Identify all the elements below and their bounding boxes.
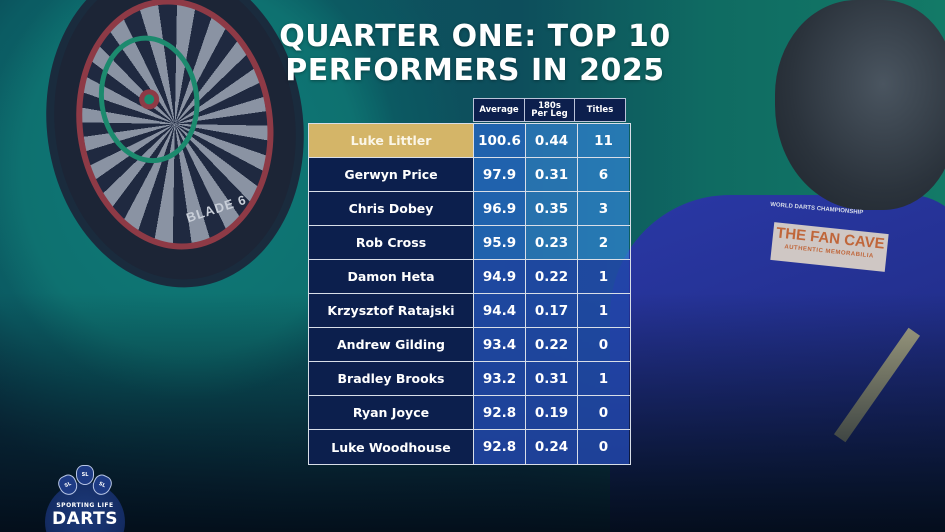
header-180s-line1: 180s	[538, 101, 561, 111]
180s-per-leg-value: 0.17	[526, 294, 578, 327]
titles-value: 11	[578, 124, 629, 157]
title-line-1: QUARTER ONE: TOP 10	[279, 19, 671, 54]
180s-per-leg-value: 0.22	[526, 260, 578, 293]
header-titles: Titles	[574, 98, 626, 122]
average-value: 94.9	[474, 260, 526, 293]
average-value: 100.6	[474, 124, 526, 157]
average-value: 97.9	[474, 158, 526, 191]
average-value: 93.4	[474, 328, 526, 361]
player-name: Luke Littler	[309, 124, 474, 157]
table-row: Ryan Joyce 92.8 0.19 0	[309, 396, 630, 430]
header-average: Average	[473, 98, 525, 122]
titles-value: 0	[578, 430, 629, 464]
table-row: Andrew Gilding 93.4 0.22 0	[309, 328, 630, 362]
header-180s-line2: Per Leg	[531, 109, 568, 119]
titles-value: 1	[578, 294, 629, 327]
average-value: 92.8	[474, 430, 526, 464]
player-name: Ryan Joyce	[309, 396, 474, 429]
180s-per-leg-value: 0.31	[526, 158, 578, 191]
table-row: Damon Heta 94.9 0.22 1	[309, 260, 630, 294]
sporting-life-darts-logo: SL SL SL SPORTING LIFE DARTS	[40, 462, 130, 532]
titles-value: 2	[578, 226, 629, 259]
table-row: Luke Littler 100.6 0.44 11	[309, 124, 630, 158]
titles-value: 1	[578, 362, 629, 395]
player-name: Damon Heta	[309, 260, 474, 293]
table-body: Luke Littler 100.6 0.44 11 Gerwyn Price …	[308, 123, 631, 465]
180s-per-leg-value: 0.35	[526, 192, 578, 225]
table-row: Luke Woodhouse 92.8 0.24 0	[309, 430, 630, 464]
player-name: Luke Woodhouse	[309, 430, 474, 464]
titles-value: 1	[578, 260, 629, 293]
titles-value: 6	[578, 158, 629, 191]
logo-subtitle: SPORTING LIFE	[56, 502, 114, 509]
table-row: Rob Cross 95.9 0.23 2	[309, 226, 630, 260]
titles-value: 0	[578, 328, 629, 361]
average-value: 93.2	[474, 362, 526, 395]
180s-per-leg-value: 0.23	[526, 226, 578, 259]
player-name: Bradley Brooks	[309, 362, 474, 395]
table-header: Average 180s Per Leg Titles	[473, 98, 626, 122]
180s-per-leg-value: 0.44	[526, 124, 578, 157]
player-name: Chris Dobey	[309, 192, 474, 225]
player-name: Krzysztof Ratajski	[309, 294, 474, 327]
logo-wordmark: DARTS	[52, 509, 118, 529]
average-value: 96.9	[474, 192, 526, 225]
dart-flight-icon: SL	[76, 465, 94, 485]
player-name: Rob Cross	[309, 226, 474, 259]
table-row: Gerwyn Price 97.9 0.31 6	[309, 158, 630, 192]
180s-per-leg-value: 0.24	[526, 430, 578, 464]
180s-per-leg-value: 0.19	[526, 396, 578, 429]
page-title: QUARTER ONE: TOP 10 PERFORMERS IN 2025	[250, 20, 700, 88]
player-name: Gerwyn Price	[309, 158, 474, 191]
table-row: Krzysztof Ratajski 94.4 0.17 1	[309, 294, 630, 328]
table-row: Chris Dobey 96.9 0.35 3	[309, 192, 630, 226]
average-value: 92.8	[474, 396, 526, 429]
titles-value: 3	[578, 192, 629, 225]
title-line-2: PERFORMERS IN 2025	[285, 53, 665, 88]
average-value: 95.9	[474, 226, 526, 259]
table-row: Bradley Brooks 93.2 0.31 1	[309, 362, 630, 396]
average-value: 94.4	[474, 294, 526, 327]
player-name: Andrew Gilding	[309, 328, 474, 361]
header-180s-per-leg: 180s Per Leg	[523, 98, 576, 122]
titles-value: 0	[578, 396, 629, 429]
180s-per-leg-value: 0.22	[526, 328, 578, 361]
180s-per-leg-value: 0.31	[526, 362, 578, 395]
